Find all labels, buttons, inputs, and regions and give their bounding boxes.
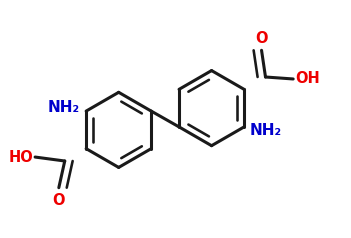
Text: OH: OH: [295, 71, 320, 86]
Text: O: O: [255, 31, 268, 46]
Text: O: O: [53, 193, 65, 208]
Text: NH₂: NH₂: [48, 100, 80, 115]
Text: NH₂: NH₂: [250, 123, 282, 138]
Text: HO: HO: [8, 149, 33, 164]
